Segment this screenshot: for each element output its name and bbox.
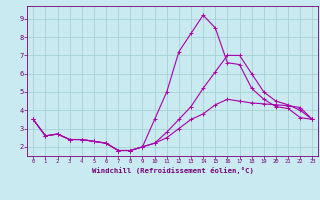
- X-axis label: Windchill (Refroidissement éolien,°C): Windchill (Refroidissement éolien,°C): [92, 167, 254, 174]
